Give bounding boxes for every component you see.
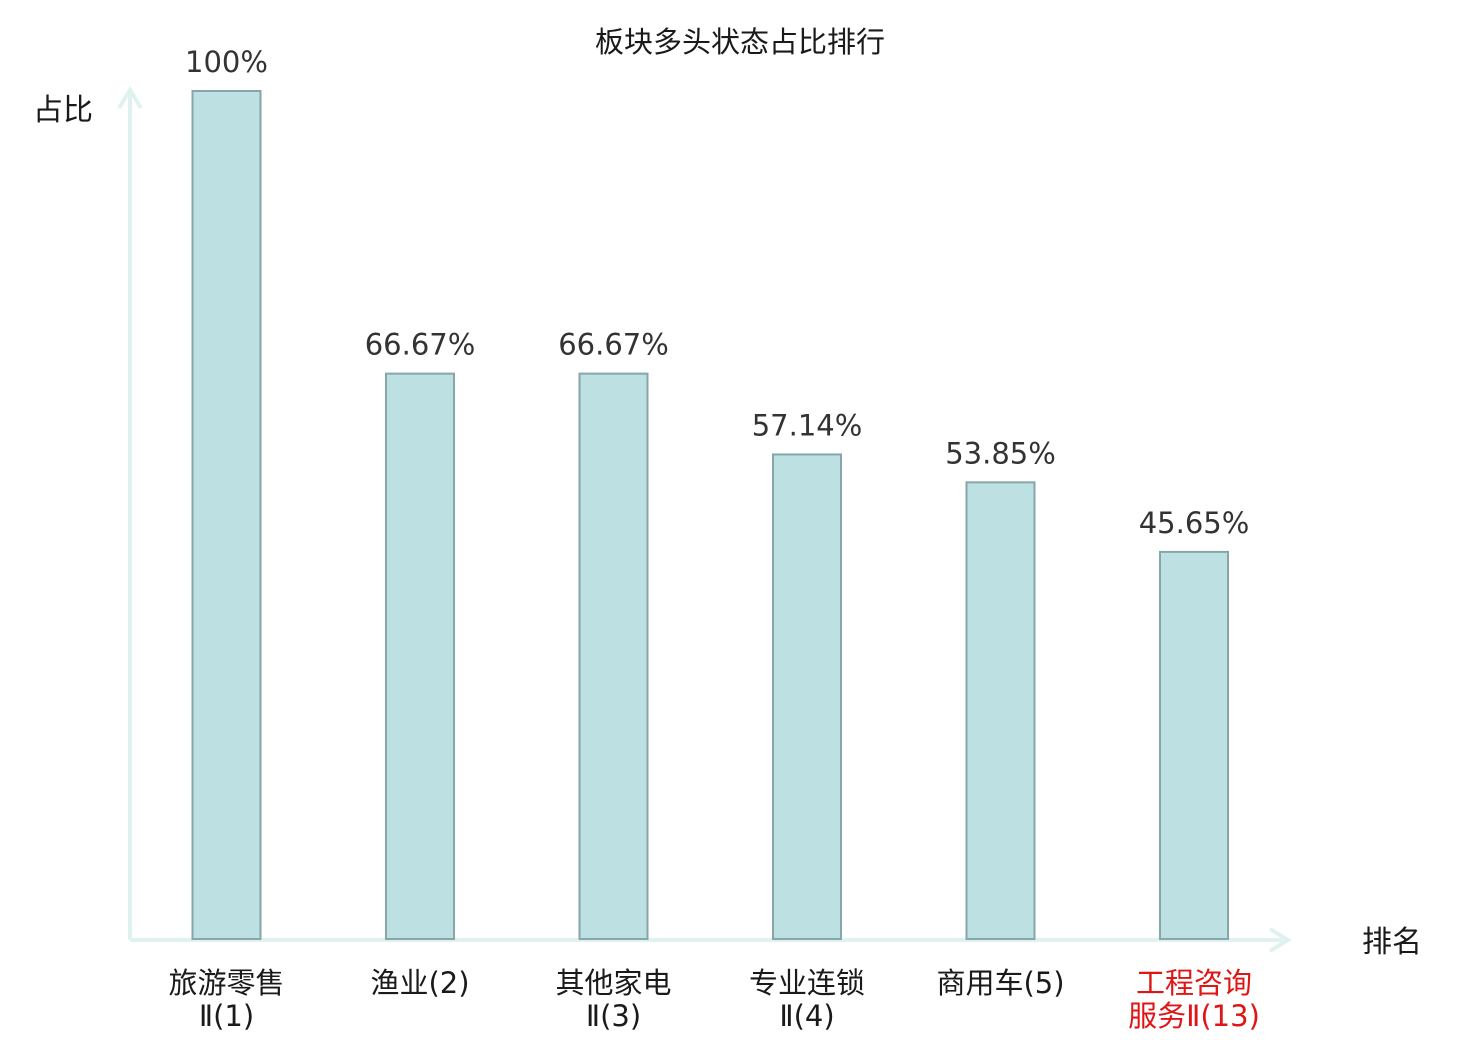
category-labels-group: 旅游零售 Ⅱ(1) 渔业(2) 其他家电 Ⅱ(3) 专业连锁 Ⅱ(4) 商用车(5) 工程咨询服… [168, 966, 1259, 1033]
bar-1 [191, 90, 262, 940]
category-label-line: Ⅱ(4) [779, 999, 834, 1033]
value-label-3: 66.67% [558, 328, 669, 362]
category-label-line: 服务Ⅱ(13) [1128, 999, 1260, 1033]
bars-group [191, 90, 1229, 940]
category-label-5: 商用车(5) [936, 966, 1064, 1000]
category-label-line: 旅游零售 [168, 966, 284, 1000]
value-label-6: 45.65% [1139, 506, 1250, 540]
category-label-line: 其他家电 [555, 966, 671, 1000]
category-label-line: 专业连锁 [749, 966, 865, 1000]
category-label-1: 旅游零售 Ⅱ(1) [168, 966, 284, 1033]
category-label-3: 其他家电 Ⅱ(3) [555, 966, 671, 1033]
y-axis-arrow [117, 86, 143, 110]
bar-6 [1159, 550, 1229, 940]
category-label-line: Ⅱ(3) [586, 999, 641, 1033]
bar-2 [385, 372, 455, 940]
category-label-line: Ⅱ(1) [199, 999, 254, 1033]
x-axis-arrow [1268, 927, 1292, 953]
category-label-line: 渔业(2) [370, 966, 469, 1000]
value-label-4: 57.14% [752, 408, 863, 442]
x-axis-label: 排名 [1362, 925, 1422, 960]
bar-3 [578, 372, 649, 940]
y-axis-label: 占比 [33, 93, 93, 128]
value-labels-group: 100% 66.67% 66.67% 57.14% 53.85% 45.65% [185, 45, 1249, 540]
category-label-line: 工程咨询 [1136, 966, 1252, 1000]
category-label-line: 商用车(5) [936, 966, 1064, 1000]
category-label-4: 专业连锁 Ⅱ(4) [749, 966, 865, 1033]
value-label-5: 53.85% [945, 436, 1056, 470]
category-label-6: 工程咨询服务Ⅱ(13) [1128, 966, 1260, 1033]
bar-4 [772, 453, 842, 940]
value-label-2: 66.67% [365, 328, 476, 362]
category-label-2: 渔业(2) [370, 966, 469, 1000]
bar-5 [965, 481, 1036, 940]
chart-title: 板块多头状态占比排行 [595, 25, 885, 59]
axes [117, 86, 1292, 953]
value-label-1: 100% [185, 45, 268, 79]
